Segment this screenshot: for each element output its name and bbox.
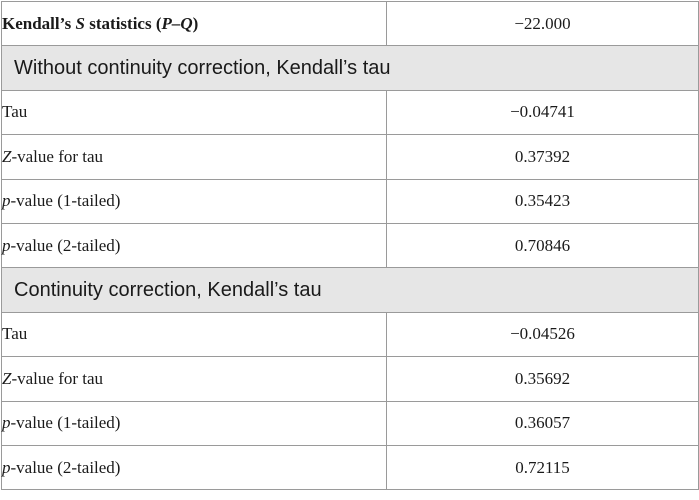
table-row: p-value (2-tailed) 0.70846	[1, 222, 699, 269]
section-title: Continuity correction, Kendall’s tau	[1, 267, 699, 313]
row-label: p-value (1-tailed)	[1, 178, 387, 224]
table-row: p-value (2-tailed) 0.72115	[1, 444, 699, 491]
row-value: 0.70846	[386, 222, 699, 269]
row-value: 0.72115	[386, 444, 699, 491]
row-label: p-value (2-tailed)	[1, 444, 387, 491]
s-statistic-label: Kendall’s S statistics (P–Q)	[1, 0, 387, 47]
row-label: p-value (1-tailed)	[1, 400, 387, 446]
section-header-without-correction: Without continuity correction, Kendall’s…	[1, 45, 699, 91]
row-value: 0.35692	[386, 356, 699, 402]
section-title: Without continuity correction, Kendall’s…	[1, 45, 699, 91]
table-row: p-value (1-tailed) 0.35423	[1, 178, 699, 224]
table-row-s-statistic: Kendall’s S statistics (P–Q) −22.000	[1, 0, 699, 47]
row-label: p-value (2-tailed)	[1, 222, 387, 269]
row-value: 0.35423	[386, 178, 699, 224]
table-row: p-value (1-tailed) 0.36057	[1, 400, 699, 446]
row-label: Tau	[1, 311, 387, 358]
row-value: −0.04741	[386, 89, 699, 136]
table-row: Z-value for tau 0.37392	[1, 134, 699, 180]
row-value: 0.37392	[386, 134, 699, 180]
row-value: 0.36057	[386, 400, 699, 446]
row-label: Z-value for tau	[1, 356, 387, 402]
table-row: Tau −0.04526	[1, 311, 699, 358]
row-label: Tau	[1, 89, 387, 136]
table-row: Z-value for tau 0.35692	[1, 356, 699, 402]
row-label: Z-value for tau	[1, 134, 387, 180]
s-statistic-value: −22.000	[386, 0, 699, 47]
section-header-continuity-correction: Continuity correction, Kendall’s tau	[1, 267, 699, 313]
row-value: −0.04526	[386, 311, 699, 358]
table-row: Tau −0.04741	[1, 89, 699, 136]
